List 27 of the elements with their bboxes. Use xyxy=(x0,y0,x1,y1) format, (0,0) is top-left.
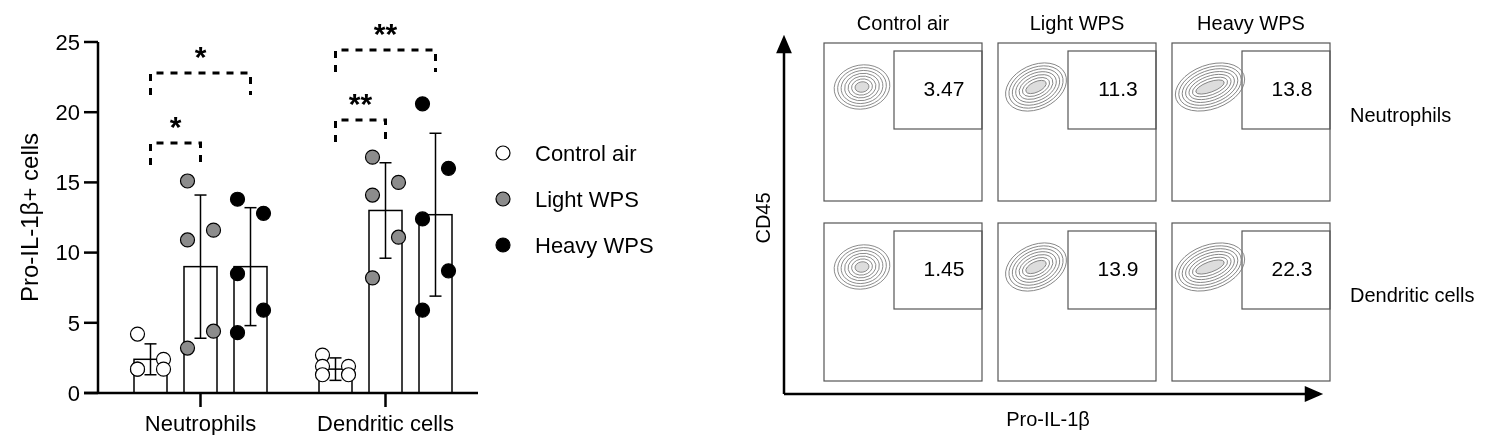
legend-label: Control air xyxy=(535,140,637,166)
y-tick-label: 10 xyxy=(55,240,80,266)
category-label: Neutrophils xyxy=(1350,104,1452,126)
text: CD45 xyxy=(752,192,774,244)
annotation: * xyxy=(194,40,207,73)
legend-label: Heavy WPS xyxy=(535,232,654,258)
y-tick-label: 0 xyxy=(67,380,80,406)
text: 13.8 xyxy=(1271,77,1313,101)
y-tick-label: 15 xyxy=(55,170,80,196)
y-tick-label: 5 xyxy=(67,310,80,336)
category-label: Control air xyxy=(856,12,950,34)
y-tick-label: 25 xyxy=(55,29,80,55)
text: 13.9 xyxy=(1097,257,1139,281)
legend-label: Light WPS xyxy=(535,186,639,212)
category-label: Heavy WPS xyxy=(1197,12,1305,34)
annotation: ** xyxy=(348,87,373,120)
annotation: * xyxy=(169,110,182,143)
text: Pro-IL-1β xyxy=(1006,408,1090,430)
annotation: ** xyxy=(373,17,398,50)
text: 22.3 xyxy=(1271,257,1313,281)
y-tick-label: 20 xyxy=(55,99,80,125)
category-label: Light WPS xyxy=(1029,12,1125,34)
text: 11.3 xyxy=(1098,77,1138,101)
y-axis-title: Pro-IL-1β+ cells xyxy=(16,132,43,303)
text: 1.45 xyxy=(923,257,965,281)
category-label: Dendritic cells xyxy=(1350,284,1475,306)
text: 3.47 xyxy=(923,77,965,101)
